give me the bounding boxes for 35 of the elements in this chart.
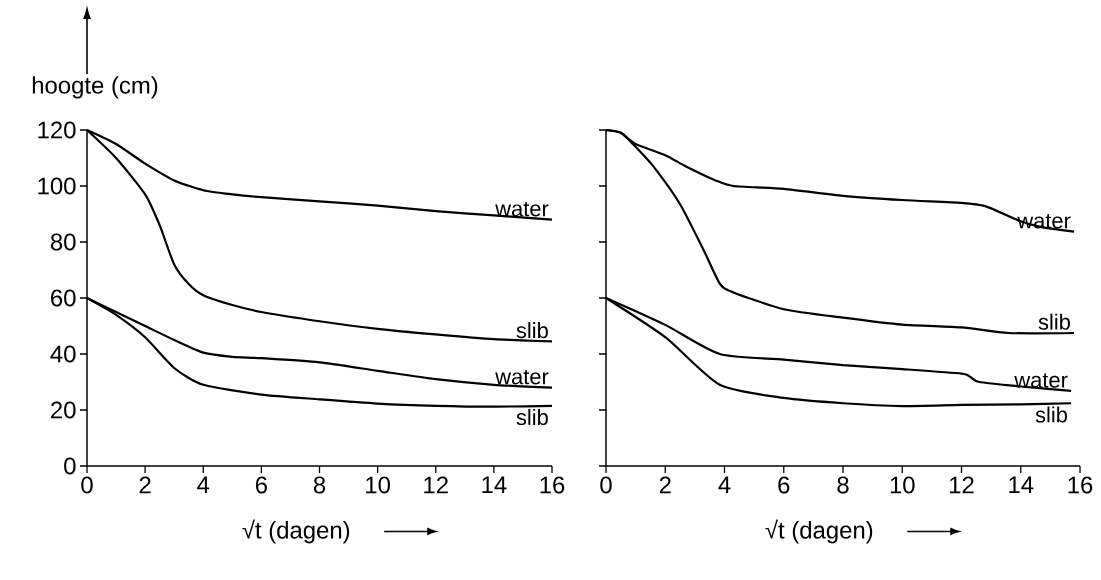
x-tick-label: 2: [659, 476, 671, 494]
x-axis-title: √t (dagen): [242, 519, 350, 544]
x-axis-title: √t (dagen): [765, 519, 873, 544]
x-tick-label: 14: [1009, 476, 1034, 493]
series-label: water: [1014, 373, 1068, 388]
x-tick-label: 8: [837, 476, 849, 494]
x-tick-label: 8: [313, 476, 326, 494]
x-tick-label: 0: [81, 476, 93, 494]
y-tick-label: 120: [38, 121, 76, 139]
series-label: slib: [1035, 406, 1067, 423]
y-tick-label: 80: [50, 233, 76, 251]
y-tick-label: 40: [50, 345, 76, 363]
x-tick-label: 14: [482, 476, 507, 493]
x-tick-label: 10: [366, 476, 390, 494]
x-tick-label: 16: [540, 476, 565, 494]
x-tick-label: 12: [950, 476, 974, 494]
series-label: water: [495, 202, 549, 217]
series-label: slib: [516, 408, 548, 426]
series-label: slib: [1038, 313, 1070, 330]
x-tick-label: 10: [890, 476, 915, 494]
x-tick-label: 16: [1068, 476, 1093, 494]
x-tick-label: 6: [778, 476, 790, 494]
series-label: slib: [516, 322, 548, 339]
x-tick-label: 4: [197, 476, 210, 493]
x-tick-label: 4: [718, 476, 731, 493]
x-tick-label: 12: [424, 476, 448, 494]
y-tick-label: 0: [64, 457, 76, 475]
series-label: water: [495, 370, 549, 385]
y-tick-label: 100: [38, 177, 76, 195]
y-tick-label: 60: [51, 289, 76, 307]
y-axis-title: hoogte (cm): [32, 76, 158, 99]
y-tick-label: 20: [51, 401, 76, 419]
x-tick-label: 6: [255, 476, 267, 494]
x-tick-label: 2: [139, 476, 151, 494]
x-tick-label: 0: [600, 476, 612, 494]
